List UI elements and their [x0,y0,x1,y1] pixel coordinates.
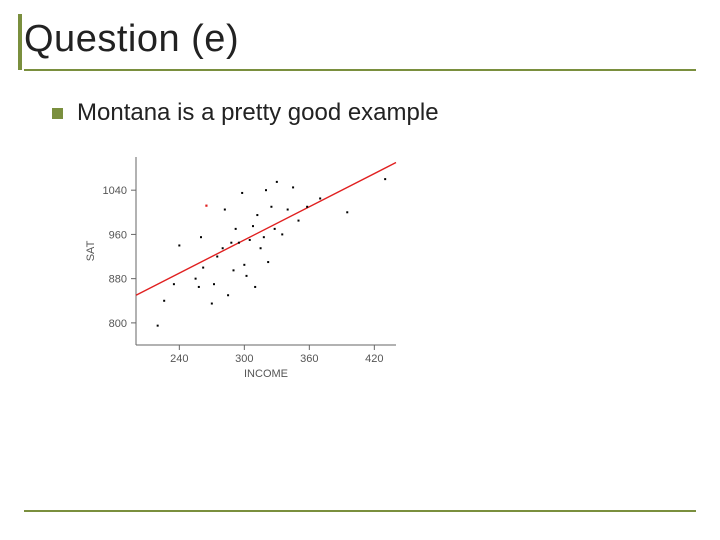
scatter-chart: 800 880 960 1040 240 300 360 420 INCOME SAT [76,145,696,385]
title-rule: Question (e) [24,18,696,71]
bullet-item: Montana is a pretty good example [52,99,696,127]
slide-title: Question (e) [24,18,696,61]
svg-text:1040: 1040 [103,185,127,197]
svg-text:360: 360 [300,353,318,365]
svg-text:SAT: SAT [85,240,97,261]
footer-rule [24,510,696,512]
svg-text:INCOME: INCOME [244,368,288,380]
svg-text:880: 880 [109,274,127,286]
svg-text:800: 800 [109,318,127,330]
bullet-text: Montana is a pretty good example [77,99,439,127]
svg-text:240: 240 [170,353,188,365]
accent-bar [18,14,22,70]
svg-text:300: 300 [235,353,253,365]
square-bullet-icon [52,108,63,119]
svg-text:960: 960 [109,229,127,241]
svg-text:420: 420 [365,353,383,365]
